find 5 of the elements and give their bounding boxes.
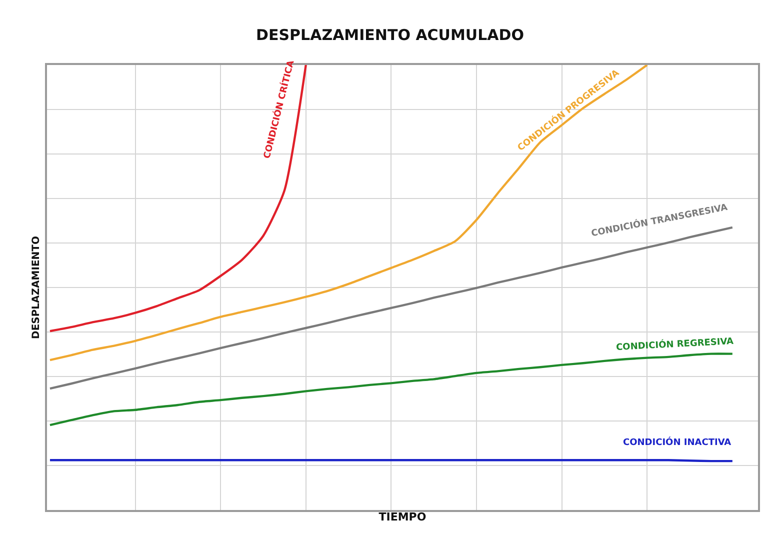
x-axis-title: TIEMPO bbox=[378, 510, 426, 524]
series-label: CONDICIÓN INACTIVA bbox=[623, 436, 732, 448]
chart-title: DESPLAZAMIENTO ACUMULADO bbox=[256, 26, 524, 44]
series-label: CONDICIÓN REGRESIVA bbox=[616, 334, 734, 354]
y-axis-title: DESPLAZAMIENTO bbox=[30, 236, 42, 339]
